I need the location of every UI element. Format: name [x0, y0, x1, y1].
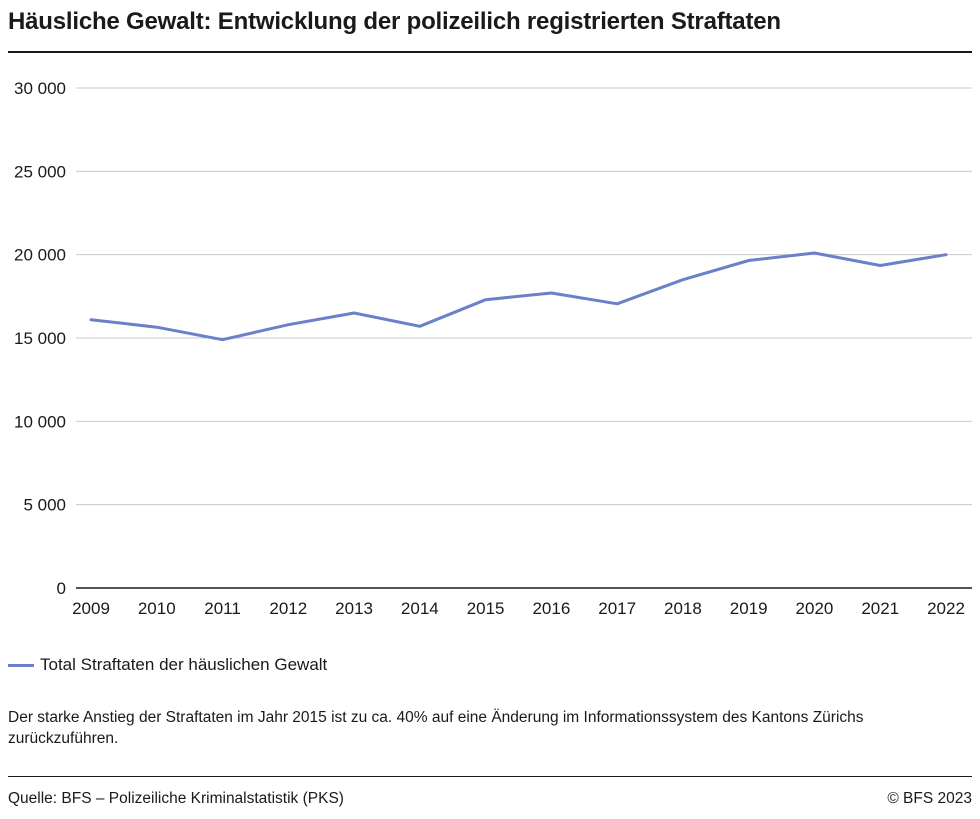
title-divider	[8, 51, 972, 53]
series-line	[89, 251, 948, 342]
x-tick-label: 2012	[269, 599, 307, 618]
copyright-text: © BFS 2023	[887, 790, 972, 807]
legend-swatch	[8, 663, 34, 667]
y-tick-label: 30 000	[14, 79, 66, 98]
y-tick-label: 20 000	[14, 246, 66, 265]
x-tick-label: 2016	[532, 599, 570, 618]
footnote: Der starke Anstieg der Straftaten im Jah…	[8, 709, 864, 747]
source-text: Quelle: BFS – Polizeiliche Kriminalstati…	[8, 790, 344, 807]
y-tick-label: 5 000	[23, 496, 66, 515]
footer-divider	[8, 776, 972, 777]
legend: Total Straftaten der häuslichen Gewalt	[8, 655, 327, 675]
x-tick-label: 2017	[598, 599, 636, 618]
x-axis-ticks: 2009 2010 2011 2012 2013 2014 2015 2016 2017 2018…	[72, 599, 965, 618]
x-tick-label: 2018	[664, 599, 702, 618]
y-tick-label: 25 000	[14, 162, 66, 181]
y-tick-label: 15 000	[14, 329, 66, 348]
x-tick-label: 2011	[204, 599, 241, 618]
chart-title: Häusliche Gewalt: Entwicklung der polize…	[8, 8, 781, 35]
x-tick-label: 2022	[927, 599, 965, 618]
x-tick-label: 2020	[796, 599, 834, 618]
y-axis-ticks: 0 5 000 10 000 15 000 20 000 25 000 30 000	[14, 79, 66, 598]
x-tick-label: 2014	[401, 599, 439, 618]
x-tick-label: 2019	[730, 599, 768, 618]
y-tick-label: 0	[57, 579, 66, 598]
x-tick-label: 2013	[335, 599, 373, 618]
x-tick-label: 2010	[138, 599, 176, 618]
line-chart: 0 5 000 10 000 15 000 20 000 25 000 30 000 200…	[14, 79, 972, 618]
y-tick-label: 10 000	[14, 412, 66, 431]
x-tick-label: 2009	[72, 599, 110, 618]
series-layer	[89, 251, 948, 342]
x-tick-label: 2021	[861, 599, 899, 618]
x-tick-label: 2015	[467, 599, 505, 618]
legend-label: Total Straftaten der häuslichen Gewalt	[40, 655, 328, 674]
